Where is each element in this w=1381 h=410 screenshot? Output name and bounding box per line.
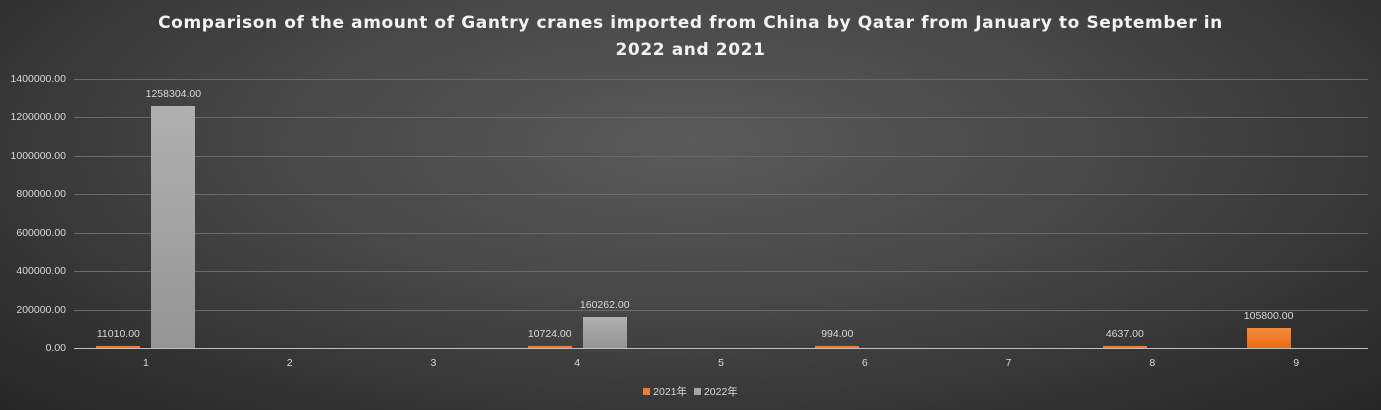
- data-label: 105800.00: [1243, 309, 1294, 322]
- y-tick-label: 1200000.00: [10, 111, 66, 124]
- y-tick-label: 400000.00: [16, 265, 66, 278]
- x-tick-label: 2: [286, 357, 293, 369]
- legend-swatch-2021: [643, 388, 651, 395]
- bar-2021-4[interactable]: [527, 345, 572, 348]
- gridline: [74, 271, 1368, 272]
- chart-title: Comparison of the amount of Gantry crane…: [0, 10, 1381, 64]
- gridline: [74, 194, 1368, 195]
- bar-2021-1[interactable]: [96, 345, 141, 348]
- data-label: 4637.00: [1105, 328, 1144, 340]
- legend-label-2021: 2021年: [653, 386, 688, 398]
- data-label: 10724.00: [527, 327, 572, 340]
- x-tick-label: 7: [1005, 357, 1012, 369]
- x-tick-label: 1: [142, 357, 149, 369]
- x-tick-label: 3: [430, 357, 437, 369]
- x-tick-label: 4: [574, 357, 581, 369]
- y-tick-label: 1400000.00: [10, 73, 66, 85]
- x-tick-label: 6: [861, 357, 868, 369]
- x-tick-label: 5: [718, 357, 724, 369]
- title-line-2: 2022 and 2021: [615, 40, 766, 60]
- bar-2022-1[interactable]: [151, 106, 196, 348]
- y-tick-label: 800000.00: [16, 188, 66, 201]
- title-line-1: Comparison of the amount of Gantry crane…: [158, 13, 1223, 33]
- gridline: [74, 310, 1368, 311]
- x-tick-label: 9: [1293, 357, 1300, 369]
- gridline: [74, 117, 1368, 118]
- legend: 2021年 2022年: [0, 384, 1381, 399]
- bar-2021-9[interactable]: [1246, 327, 1291, 348]
- legend-item-2022[interactable]: 2022年: [693, 384, 738, 399]
- gridline: [74, 79, 1368, 80]
- data-label: 11010.00: [96, 327, 140, 340]
- data-label: 1258304.00: [145, 88, 202, 101]
- bar-2021-8[interactable]: [1102, 346, 1147, 348]
- bar-2021-6[interactable]: [815, 346, 860, 348]
- data-label: 160262.00: [579, 299, 630, 312]
- gridline: [74, 156, 1368, 157]
- x-tick-label: 8: [1149, 357, 1156, 369]
- legend-label-2022: 2022年: [703, 386, 738, 398]
- legend-swatch-2022: [693, 388, 701, 395]
- x-axis-line: [74, 348, 1368, 349]
- legend-item-2021[interactable]: 2021年: [643, 384, 687, 399]
- data-label: 994.00: [821, 328, 854, 340]
- gridline: [74, 233, 1368, 234]
- bar-2022-4[interactable]: [582, 317, 627, 348]
- y-tick-label: 200000.00: [16, 303, 66, 316]
- y-tick-label: 600000.00: [16, 226, 66, 239]
- y-tick-label: 1000000.00: [10, 149, 66, 162]
- y-tick-label: 0.00: [45, 342, 66, 354]
